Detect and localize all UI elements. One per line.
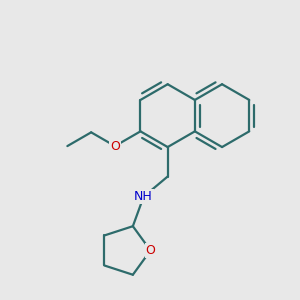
Text: O: O: [146, 244, 155, 257]
Text: O: O: [110, 140, 120, 153]
Text: NH: NH: [134, 190, 153, 203]
